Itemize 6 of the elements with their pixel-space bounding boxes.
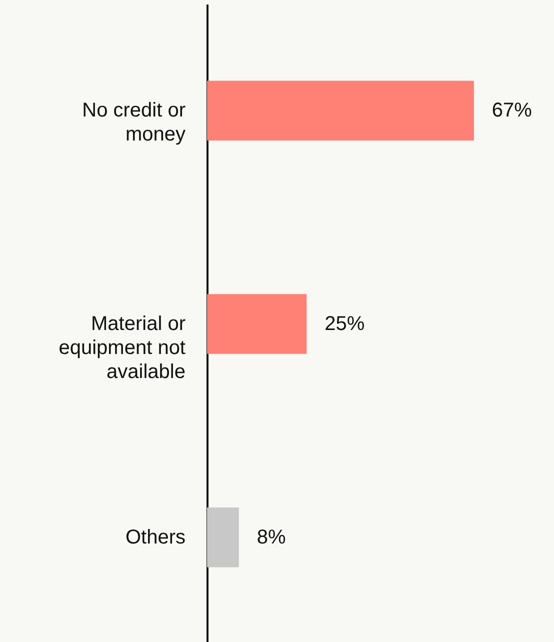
y-tick-label: Others [125,526,186,548]
data-label: 8% [256,526,286,548]
y-tick-label: Material or equipment not available [58,313,186,383]
data-label: 25% [324,313,365,335]
data-label: 67% [492,100,532,122]
y-tick-label: No credit or money [82,100,186,146]
